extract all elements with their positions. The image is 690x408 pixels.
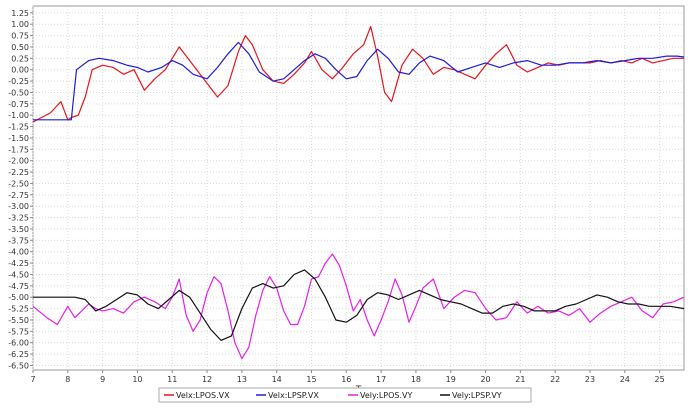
x-tick-label: 20 (480, 375, 490, 384)
y-tick-label: 0.25 (11, 54, 29, 63)
y-tick-label: -0.50 (8, 88, 29, 97)
x-tick-label: 14 (272, 375, 282, 384)
legend: Velx:LPOS.VX Velx:LPSP.VX Vely:LPOS.VY Vely… (158, 387, 532, 403)
y-tick-label: -6.50 (8, 361, 29, 370)
y-tick-label: -2.75 (8, 191, 29, 200)
x-axis-ticks: 7 8 9 10 11 12 13 14 15 16 17 18 19 20 21 22 23 24 25 (30, 370, 665, 384)
y-tick-label: -6.00 (8, 339, 29, 348)
series-line-vely-lpsp-vy (33, 269, 685, 341)
x-tick-label: 9 (100, 375, 105, 384)
series-lines (32, 25, 685, 360)
y-tick-label: 1.25 (11, 9, 29, 18)
y-tick-label: -0.25 (8, 77, 29, 86)
x-tick-label: 7 (30, 375, 35, 384)
legend-label-vely-lpos-vy: Vely:LPOS.VY (360, 391, 413, 400)
plot-background (32, 5, 685, 371)
x-tick-label: 11 (167, 375, 177, 384)
x-tick-label: 13 (237, 375, 247, 384)
y-tick-label: 0.00 (11, 66, 29, 75)
y-tick-label: -4.25 (8, 259, 29, 268)
y-tick-label: -6.25 (8, 350, 29, 359)
x-tick-label: 15 (306, 375, 316, 384)
y-tick-label: 1.00 (11, 20, 29, 29)
y-tick-label: -3.25 (8, 214, 29, 223)
y-tick-label: -2.50 (8, 179, 29, 188)
x-tick-label: 21 (515, 375, 525, 384)
legend-label-velx-lpos-vx: Velx:LPOS.VX (176, 391, 230, 400)
y-tick-label: -4.00 (8, 248, 29, 257)
x-tick-label: 16 (341, 375, 351, 384)
y-tick-label: -5.00 (8, 293, 29, 302)
y-tick-label: -2.00 (8, 157, 29, 166)
y-tick-label: -2.25 (8, 168, 29, 177)
x-tick-label: 12 (202, 375, 212, 384)
y-axis-ticks: 1.25 1.00 0.75 0.50 0.25 0.00 -0.25 -0.50 -0.75 -… (8, 9, 33, 370)
y-tick-label: -4.75 (8, 282, 29, 291)
x-tick-label: 24 (620, 375, 630, 384)
legend-box (158, 387, 532, 403)
x-tick-label: 8 (65, 375, 70, 384)
legend-label-velx-lpsp-vx: Velx:LPSP.VX (268, 391, 319, 400)
legend-label-vely-lpsp-vy: Vely:LPSP.VY (452, 391, 502, 400)
y-tick-label: 0.75 (11, 32, 29, 41)
y-tick-label: -1.50 (8, 134, 29, 143)
y-tick-label: -3.50 (8, 225, 29, 234)
series-line-velx-lpsp-vx (33, 41, 685, 121)
y-tick-label: -5.50 (8, 316, 29, 325)
series-line-vely-lpos-vy (32, 253, 685, 360)
y-tick-label: 0.50 (11, 43, 29, 52)
x-tick-label: 22 (550, 375, 560, 384)
x-tick-label: 23 (585, 375, 595, 384)
grid-lines (32, 6, 684, 370)
y-tick-label: -1.25 (8, 123, 29, 132)
y-tick-label: -0.75 (8, 100, 29, 109)
x-tick-label: 17 (376, 375, 386, 384)
y-tick-label: -4.50 (8, 270, 29, 279)
x-tick-label: 19 (446, 375, 456, 384)
y-tick-label: -1.00 (8, 111, 29, 120)
y-tick-label: -1.75 (8, 145, 29, 154)
x-tick-label: 10 (132, 375, 142, 384)
y-tick-label: -3.00 (8, 202, 29, 211)
y-tick-label: -3.75 (8, 236, 29, 245)
x-tick-label: 25 (655, 375, 665, 384)
y-tick-label: -5.75 (8, 327, 29, 336)
y-tick-label: -5.25 (8, 305, 29, 314)
x-tick-label: 18 (411, 375, 421, 384)
